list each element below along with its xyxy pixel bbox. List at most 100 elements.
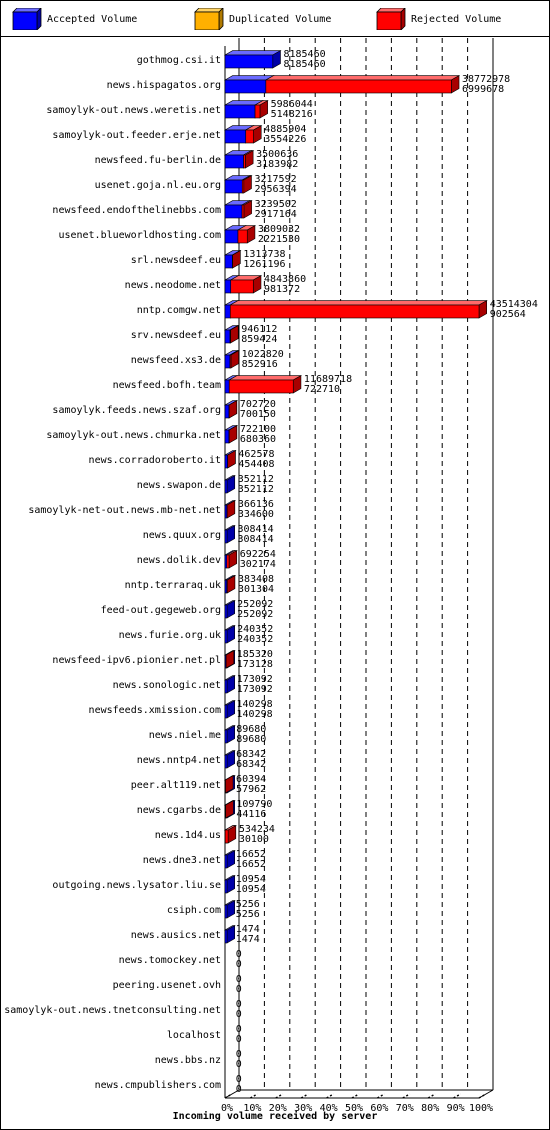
data-label-accepted: 722710: [304, 384, 340, 395]
y-tick-label: news.quux.org: [143, 530, 221, 541]
bar-accepted: [224, 379, 230, 394]
y-tick-label: newsfeed-ipv6.pionier.net.pl: [52, 655, 221, 666]
data-label-accepted: 0: [236, 1059, 242, 1070]
y-tick-label: news.sonologic.net: [113, 680, 221, 691]
bar-rejected-side: [225, 650, 235, 669]
y-tick-label: srv.newsdeef.eu: [131, 330, 221, 341]
bar-accepted: [224, 54, 274, 69]
data-label-accepted: 89680: [236, 734, 266, 745]
bar-accepted: [224, 479, 228, 494]
y-tick-label: news.hispagatos.org: [107, 80, 221, 91]
y-tick-label: gothmog.csi.it: [137, 55, 221, 66]
data-label-accepted: 308414: [238, 534, 274, 545]
x-tick-mark: [427, 1093, 436, 1099]
x-tick-mark: [275, 1093, 284, 1099]
y-tick-label: news.ausics.net: [131, 930, 221, 941]
data-label-total: 692254: [240, 549, 276, 560]
x-tick-mark: [402, 1093, 411, 1099]
x-tick-label: 30%: [294, 1103, 312, 1114]
bar-rejected: [229, 329, 231, 344]
x-tick-label: 90%: [447, 1103, 465, 1114]
y-tick-label: news.swapon.de: [137, 480, 221, 491]
legend-accepted-label: Accepted Volume: [47, 14, 138, 25]
bar-accepted: [224, 404, 230, 419]
data-label-total: 534234: [239, 824, 275, 835]
x-tick-mark: [300, 1093, 309, 1099]
bar-accepted: [224, 129, 247, 144]
y-tick-label: newsfeeds.xmission.com: [89, 705, 221, 716]
x-tick-label: 0%: [221, 1103, 233, 1114]
data-label-accepted: 173092: [237, 684, 273, 695]
x-tick-label: 50%: [345, 1103, 363, 1114]
bar-rejected: [229, 354, 232, 369]
data-label-accepted: 302174: [240, 559, 276, 570]
bar-rejected: [226, 554, 230, 569]
data-label-total: 308414: [238, 524, 274, 535]
data-label-total: 60394: [236, 774, 266, 785]
data-label-total: 0: [236, 974, 242, 985]
data-label-accepted: 3554226: [264, 134, 306, 145]
data-label-total: 3500636: [256, 149, 298, 160]
legend: Accepted Volume Duplicated Volume Reject…: [1, 1, 549, 37]
y-tick-label: news.bbs.nz: [155, 1055, 221, 1066]
bar-rejected-side: [225, 800, 234, 819]
data-label-total: 3217592: [254, 174, 296, 185]
data-label-accepted: 2917164: [255, 209, 297, 220]
data-label-total: 3809032: [258, 224, 300, 235]
data-label-accepted: 10954: [236, 884, 266, 895]
data-label-accepted: 44116: [236, 809, 266, 820]
bar-accepted: [224, 329, 231, 344]
y-tick-label: news.1d4.us: [155, 830, 221, 841]
data-label-accepted: 0: [236, 959, 242, 970]
bar-rejected: [245, 129, 254, 144]
bar-rejected: [237, 229, 248, 244]
y-tick-label: samoylyk-net-out.news.mb-net.net: [28, 505, 221, 516]
y-tick-label: peer.alt119.net: [131, 780, 221, 791]
data-label-total: 0: [236, 949, 242, 960]
data-label-total: 0: [236, 1024, 242, 1035]
bar-accepted: [224, 354, 231, 369]
y-tick-label: samoylyk-out.news.chmurka.net: [46, 430, 221, 441]
x-tick-label: 60%: [370, 1103, 388, 1114]
data-label-total: 0: [236, 1049, 242, 1060]
data-label-accepted: 0: [236, 984, 242, 995]
data-label-accepted: 2956394: [254, 184, 296, 195]
data-label-total: 722100: [240, 424, 276, 435]
bar-accepted: [224, 79, 267, 94]
y-tick-label: news.corradoroberto.it: [89, 455, 221, 466]
data-label-accepted: 173128: [237, 659, 273, 670]
data-label-total: 16652: [236, 849, 266, 860]
x-tick-mark: [377, 1093, 385, 1099]
data-label-accepted: 700150: [240, 409, 276, 420]
data-label-total: 702720: [240, 399, 276, 410]
legend-rejected-swatch: [376, 8, 406, 30]
bar-accepted: [224, 104, 256, 119]
y-tick-label: news.tomockey.net: [119, 955, 221, 966]
data-label-accepted: 240352: [237, 634, 273, 645]
y-tick-label: news.niel.me: [149, 730, 221, 741]
data-label-total: 366136: [238, 499, 274, 510]
y-tick-label: news.cmpublishers.com: [95, 1080, 221, 1091]
data-label-accepted: 252092: [237, 609, 273, 620]
data-label-accepted: 140298: [237, 709, 273, 720]
data-label-total: 5986044: [271, 99, 313, 110]
y-tick-label: samoylyk.feeds.news.szaf.org: [52, 405, 221, 416]
data-label-total: 8185460: [283, 49, 325, 60]
bar-accepted: [224, 854, 228, 869]
y-tick-label: nntp.comgw.net: [137, 305, 221, 316]
legend-accepted-swatch: [12, 8, 42, 30]
x-tick-label: 20%: [269, 1103, 287, 1114]
bar-rejected: [241, 204, 245, 219]
data-label-accepted: 301304: [238, 584, 274, 595]
bar-rejected-top: [229, 300, 488, 306]
bar-accepted: [224, 929, 228, 944]
x-tick-label: 70%: [396, 1103, 414, 1114]
y-tick-label: news.neodome.net: [125, 280, 221, 291]
data-label-total: 383408: [238, 574, 274, 585]
y-tick-label: usenet.goja.nl.eu.org: [95, 180, 221, 191]
x-tick-label: 80%: [421, 1103, 439, 1114]
bar-accepted: [224, 279, 232, 294]
data-label-accepted: 2221530: [258, 234, 300, 245]
bar-accepted: [224, 229, 239, 244]
data-label-total: 1474: [236, 924, 260, 935]
